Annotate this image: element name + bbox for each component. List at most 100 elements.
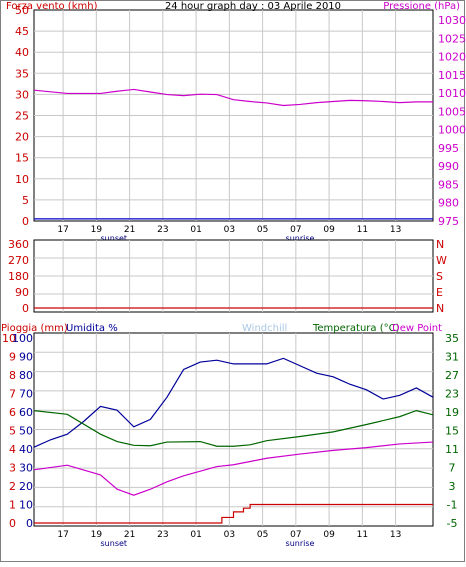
humidity-tick-label: 70 <box>19 388 33 401</box>
weather-x-tick-label: 19 <box>91 530 103 540</box>
humidity-tick-label: 40 <box>19 443 33 456</box>
wind-pressure-x-tick-label: 23 <box>157 225 168 235</box>
wind-pressure-sunrise-label: sunrise <box>286 234 315 243</box>
weather-x-tick-label: 01 <box>190 530 201 540</box>
rain-legend-label: Pioggia (mm) <box>1 323 68 334</box>
temperature-tick-label: -1 <box>447 499 458 512</box>
wind-speed-tick-label: 20 <box>15 131 29 144</box>
temperature-legend-label: Temperatura (°C) <box>312 323 400 334</box>
humidity-legend-label: Umidita % <box>66 323 118 334</box>
humidity-line <box>33 357 434 448</box>
wind-pressure-x-tick-label: 07 <box>290 225 301 235</box>
temperature-tick-label: 15 <box>445 425 459 438</box>
wind-pressure-x-tick-label: 13 <box>390 225 401 235</box>
weather-sunset-label: sunset <box>101 539 128 548</box>
wind-direction-tick-label: 360 <box>8 238 29 251</box>
dewpoint-line <box>33 441 434 496</box>
humidity-tick-label: 80 <box>19 369 33 382</box>
wind-pressure-x-tick-label: 11 <box>357 225 368 235</box>
rain-line <box>34 503 433 524</box>
rain-tick-label: 9 <box>9 351 16 364</box>
pressure-tick-label: 1000 <box>438 124 466 137</box>
pressure-tick-label: 1025 <box>438 32 466 45</box>
wind-direction-tick-label: 0 <box>22 302 29 315</box>
wind-speed-axis-label: Forza vento (kmh) <box>6 1 98 12</box>
wind-pressure-x-tick-label: 21 <box>124 225 135 235</box>
weather-x-tick-label: 05 <box>257 530 268 540</box>
wind-speed-tick-label: 15 <box>15 152 29 165</box>
wind-pressure-x-tick-label: 19 <box>91 225 103 235</box>
dewpoint-legend-label: Dew Point <box>392 323 442 334</box>
wind-speed-tick-label: 30 <box>15 88 29 101</box>
temperature-tick-label: 19 <box>445 406 459 419</box>
pressure-tick-label: 995 <box>438 142 459 155</box>
rain-tick-label: 2 <box>9 480 16 493</box>
wind-pressure-x-tick-label: 09 <box>323 225 335 235</box>
wind-direction-tick-label: 270 <box>8 254 29 267</box>
compass-label: W <box>436 254 447 267</box>
pressure-tick-label: 1015 <box>438 69 466 82</box>
humidity-tick-label: 20 <box>19 480 33 493</box>
pressure-tick-label: 980 <box>438 197 459 210</box>
rain-tick-label: 6 <box>9 406 16 419</box>
humidity-tick-label: 0 <box>26 517 33 530</box>
temperature-tick-label: 11 <box>445 443 459 456</box>
temperature-line <box>33 409 434 447</box>
rain-tick-label: 8 <box>9 369 16 382</box>
temperature-tick-label: 31 <box>445 351 459 364</box>
wind-speed-tick-label: 5 <box>22 194 29 207</box>
wind-speed-tick-label: 10 <box>15 173 29 186</box>
weather-x-tick-label: 17 <box>57 530 68 540</box>
compass-label: N <box>436 302 444 315</box>
pressure-tick-label: 1030 <box>438 14 466 27</box>
wind-speed-tick-label: 50 <box>15 4 29 17</box>
pressure-tick-label: 1010 <box>438 87 466 100</box>
windchill-legend-label: Windchill <box>242 323 287 334</box>
rain-tick-label: 10 <box>2 332 16 345</box>
wind-direction-tick-label: 90 <box>15 286 29 299</box>
humidity-tick-label: 10 <box>19 499 33 512</box>
temperature-tick-label: 3 <box>449 480 456 493</box>
wind-speed-tick-label: 25 <box>15 110 29 123</box>
humidity-tick-label: 60 <box>19 406 33 419</box>
rain-tick-label: 4 <box>9 443 16 456</box>
wind-speed-tick-label: 35 <box>15 67 29 80</box>
temperature-tick-label: -5 <box>447 517 458 530</box>
wind-pressure-x-tick-label: 05 <box>257 225 268 235</box>
wind-pressure-x-tick-label: 03 <box>224 225 235 235</box>
wind-direction-tick-label: 180 <box>8 270 29 283</box>
compass-label: S <box>436 270 443 283</box>
wind-pressure-sunset-label: sunset <box>101 234 128 243</box>
wind-pressure-x-tick-label: 01 <box>190 225 201 235</box>
temperature-tick-label: 35 <box>445 332 459 345</box>
humidity-tick-label: 50 <box>19 425 33 438</box>
wind-speed-tick-label: 40 <box>15 46 29 59</box>
rain-tick-label: 1 <box>9 499 16 512</box>
pressure-axis-label: Pressione (hPa) <box>383 1 460 12</box>
compass-label: N <box>436 238 444 251</box>
temperature-tick-label: 23 <box>445 388 459 401</box>
wind-speed-tick-label: 45 <box>15 25 29 38</box>
humidity-tick-label: 30 <box>19 462 33 475</box>
weather-x-tick-label: 23 <box>157 530 168 540</box>
pressure-tick-label: 985 <box>438 178 459 191</box>
weather-x-tick-label: 03 <box>224 530 235 540</box>
pressure-line <box>33 88 433 107</box>
rain-tick-label: 3 <box>9 462 16 475</box>
compass-label: E <box>436 286 443 299</box>
humidity-tick-label: 100 <box>12 332 33 345</box>
weather-x-tick-label: 21 <box>124 530 135 540</box>
humidity-tick-label: 90 <box>19 351 33 364</box>
temperature-tick-label: 27 <box>445 369 459 382</box>
rain-tick-label: 5 <box>9 425 16 438</box>
weather-x-tick-label: 07 <box>290 530 301 540</box>
pressure-tick-label: 990 <box>438 160 459 173</box>
weather-x-tick-label: 13 <box>390 530 401 540</box>
pressure-tick-label: 975 <box>438 215 459 228</box>
weather-x-tick-label: 11 <box>357 530 368 540</box>
weather-x-tick-label: 09 <box>323 530 335 540</box>
pressure-tick-label: 1005 <box>438 105 466 118</box>
rain-tick-label: 0 <box>9 517 16 530</box>
